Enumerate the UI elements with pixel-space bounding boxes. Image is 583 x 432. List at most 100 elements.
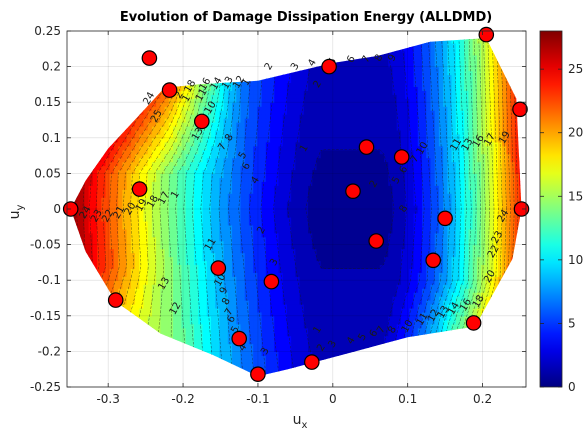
contour-label: 1 [180, 93, 193, 104]
contour-label: 4 [345, 335, 358, 346]
contour-labels: 2345678911213141618111012242513786541223… [78, 53, 513, 357]
y-tick-label: -0.2 [38, 344, 61, 358]
contour-label: 13 [156, 276, 172, 293]
sample-point [107, 292, 124, 308]
sample-point [263, 273, 280, 290]
y-tick-label: -0.25 [30, 380, 61, 394]
y-tick-label: 0.15 [34, 95, 61, 109]
contour-label: 6 [345, 54, 358, 65]
contour-label: 8 [373, 53, 386, 64]
sample-point [161, 82, 178, 98]
sample-point [231, 330, 247, 347]
y-tick-label: 0.25 [34, 24, 61, 38]
sample-point [437, 210, 453, 227]
contour-label: 2 [368, 179, 381, 190]
contour-label: 5 [229, 324, 242, 335]
colorbar-tick-label: 15 [568, 189, 583, 203]
contour-label: 7 [360, 54, 373, 65]
contour-label: 3 [259, 346, 272, 357]
contour-line [273, 38, 417, 377]
contour-label: 24 [496, 208, 512, 225]
y-tick-label: -0.1 [38, 273, 61, 287]
contour-label: 3 [326, 339, 339, 350]
contour-label: 9 [386, 53, 399, 64]
contour-label: 2 [315, 342, 328, 353]
contour-line [191, 38, 467, 377]
contour-label: 12 [426, 308, 442, 325]
contour-label: 2 [255, 225, 268, 236]
contour-line [70, 38, 522, 377]
contour-label: 1 [169, 189, 182, 200]
contour-label: 7 [223, 307, 236, 318]
sample-point [131, 181, 148, 197]
x-tick-label: 0.2 [473, 392, 492, 406]
contour-label: 3 [289, 61, 302, 72]
contour-label: 21 [111, 204, 127, 221]
contour-label: 6 [240, 161, 253, 172]
x-axis-label: ux [293, 412, 308, 431]
sample-point [512, 101, 528, 118]
contour-line [200, 38, 462, 377]
contour-label: 6 [368, 328, 381, 339]
x-tick-label: 0.1 [398, 392, 417, 406]
y-tick-label: 0 [53, 202, 61, 216]
colorbar-tick-label: 25 [568, 62, 583, 76]
sample-point [513, 201, 530, 217]
contour-label: 24 [78, 204, 94, 221]
x-tick-label: -0.1 [246, 392, 269, 406]
y-tick-label: -0.05 [30, 238, 61, 252]
sample-point [141, 50, 158, 66]
y-tick-label: 0.05 [34, 166, 61, 180]
contour-label: 9 [218, 285, 231, 296]
sample-point [345, 183, 361, 199]
sample-point [425, 252, 441, 269]
contour-label: 7 [375, 324, 388, 335]
sample-point [465, 315, 482, 331]
contour-label: 7 [409, 154, 422, 165]
contour-label: 6 [225, 314, 238, 325]
contour-label: 12 [231, 74, 247, 91]
sample-point [303, 354, 320, 370]
contour-label: 22 [100, 208, 116, 225]
contour-label: 3 [268, 257, 281, 268]
colorbar-tick-label: 5 [568, 316, 576, 330]
contour-label: 11 [194, 87, 210, 104]
contour-line [238, 38, 439, 377]
x-axis-ticks: -0.3 -0.2 -0.1 0 0.1 0.2 [96, 31, 492, 406]
colorbar-ticks: 0 5 10 15 20 25 [540, 62, 583, 394]
colorbar-tick-label: 10 [568, 253, 583, 267]
contour-label: 1 [311, 324, 324, 335]
x-tick-label: -0.2 [171, 392, 194, 406]
sample-point [194, 113, 210, 130]
x-tick-label: -0.3 [96, 392, 119, 406]
sample-point [321, 58, 337, 75]
contour-label: 11 [203, 236, 219, 253]
colorbar-tick-label: 0 [568, 380, 576, 394]
contour-label: 1 [298, 143, 311, 154]
contour-label: 24 [141, 90, 157, 107]
contour-line [209, 38, 457, 377]
contour-label: 8 [223, 132, 236, 143]
sample-point [250, 366, 266, 382]
contour-label: 2 [311, 79, 324, 90]
contour-label: 5 [356, 332, 369, 343]
contour-label: 17 [156, 190, 172, 207]
colorbar-tick-label: 20 [568, 126, 583, 140]
contour-label: 8 [220, 296, 233, 307]
y-axis-ticks: -0.25 -0.2 -0.15 -0.1 -0.05 0 0.05 0.1 0.15 0.2 0.… [30, 24, 526, 394]
y-tick-label: 0.2 [42, 60, 61, 74]
contour-label: 18 [471, 293, 487, 310]
contour-label: 16 [458, 297, 474, 314]
contour-label: 2 [263, 61, 276, 72]
contour-label: 19 [497, 130, 513, 147]
y-axis-label: uy [7, 205, 26, 220]
contour-label: 8 [386, 324, 399, 335]
sample-point [358, 139, 375, 155]
contour-line [287, 38, 407, 377]
contour-label: 4 [237, 342, 250, 353]
contour-label: 6 [398, 164, 411, 175]
y-tick-label: -0.15 [30, 309, 61, 323]
contour-line [228, 38, 445, 377]
contour-line [145, 38, 486, 377]
